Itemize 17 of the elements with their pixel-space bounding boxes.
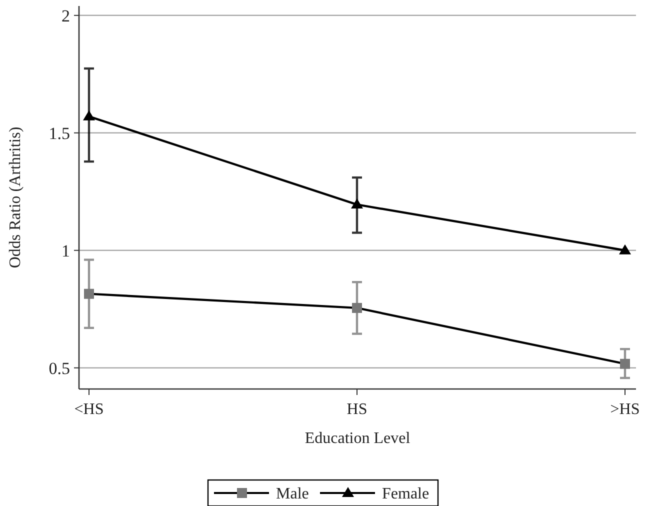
y-axis-title: Odds Ratio (Arthritis) xyxy=(7,126,24,268)
legend-label: Female xyxy=(382,486,430,503)
x-axis-title: Education Level xyxy=(304,430,411,447)
y-tick-label: 1 xyxy=(62,241,70,260)
point xyxy=(619,244,631,254)
y-tick-label: 1.5 xyxy=(48,124,70,143)
point xyxy=(84,288,94,299)
point xyxy=(620,358,630,369)
y-tick-label: 0.5 xyxy=(48,358,70,378)
point xyxy=(351,198,363,209)
point xyxy=(83,110,95,120)
x-tick-label: <HS xyxy=(74,401,104,418)
y-tick-label: 2 xyxy=(62,6,70,26)
legend-label: Male xyxy=(276,486,309,503)
point xyxy=(352,302,362,313)
x-tick-label: >HS xyxy=(610,401,640,418)
x-tick-label: HS xyxy=(346,401,368,418)
